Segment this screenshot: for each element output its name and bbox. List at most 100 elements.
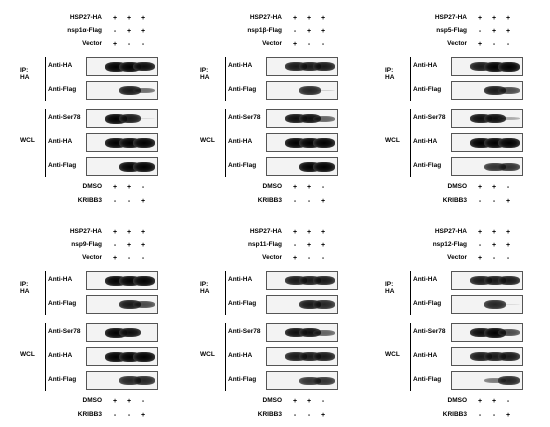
condition-mark: + [126,14,132,22]
ip-bracket [225,271,226,315]
condition-mark: - [307,254,311,262]
condition-mark: + [320,228,326,236]
antibody-label: Anti-HA [228,62,253,69]
blot-band [119,351,141,362]
ip-group-label: IP: HA [20,67,30,82]
antibody-label: Anti-Flag [228,376,257,383]
treatment-mark: - [307,411,311,419]
condition-mark: + [112,14,118,22]
blot-band [133,301,155,308]
wcl-bracket [45,109,46,177]
blot-band [119,137,141,148]
blot-band [285,276,307,285]
condition-mark: + [505,241,511,249]
blot-band [498,87,520,94]
condition-mark: - [113,241,117,249]
blot-band [470,137,492,148]
condition-mark: + [306,27,312,35]
treatment-mark: - [321,397,325,405]
blot-strip [451,157,523,176]
condition-mark: + [320,14,326,22]
blot-band [105,351,127,362]
ip-group-label: IP: HA [200,281,210,296]
blot-band [133,275,155,286]
treatment-label: KRIBB3 [442,411,467,418]
condition-mark: + [126,241,132,249]
antibody-label: Anti-Flag [228,300,257,307]
blot-band [484,137,506,148]
treatment-mark: - [321,183,325,191]
condition-label: nsp12-Flag [432,241,467,248]
wcl-group-label: WCL [385,351,400,358]
condition-mark: + [112,228,118,236]
blot-strip [86,57,158,76]
blot-band [484,378,506,383]
condition-mark: + [477,254,483,262]
condition-label: HSP27-HA [249,228,282,235]
blot-band [484,327,506,338]
blot-strip [451,133,523,152]
blot-band [119,275,141,286]
condition-mark: + [477,228,483,236]
blot-band [484,113,506,124]
condition-label: nsp1β-Flag [247,27,282,34]
blot-band [105,137,127,148]
condition-label: Vector [447,254,467,261]
blot-band [119,86,141,95]
blot-band [285,113,307,124]
treatment-label: KRIBB3 [442,197,467,204]
condition-mark: + [126,27,132,35]
antibody-label: Anti-Ser78 [48,328,81,335]
condition-label: Vector [447,40,467,47]
condition-label: HSP27-HA [69,228,102,235]
treatment-mark: + [126,397,132,405]
ip-group-label: IP: HA [20,281,30,296]
condition-mark: - [506,254,510,262]
antibody-label: Anti-HA [48,138,73,145]
treatment-mark: - [492,411,496,419]
blot-band [498,304,520,305]
treatment-mark: - [127,197,131,205]
treatment-label: DMSO [82,183,103,190]
blot-strip [451,295,523,314]
treatment-mark: - [492,197,496,205]
antibody-label: Anti-Ser78 [413,328,446,335]
condition-label: nsp5-Flag [436,27,467,34]
blot-strip [451,81,523,100]
treatment-mark: - [113,411,117,419]
condition-label: nsp11-Flag [248,241,282,248]
treatment-label: KRIBB3 [77,197,102,204]
blot-band [484,61,506,72]
blot-strip [86,323,158,342]
blot-band [313,137,335,148]
ip-group-label: IP: HA [385,281,395,296]
antibody-label: Anti-Flag [48,86,77,93]
condition-mark: - [492,40,496,48]
blot-strip [86,81,158,100]
treatment-mark: + [292,397,298,405]
blot-band [299,161,321,172]
ip-bracket [45,271,46,315]
antibody-label: Anti-HA [48,276,73,283]
blot-band [313,329,335,336]
condition-mark: + [292,228,298,236]
treatment-label: KRIBB3 [257,411,282,418]
blot-band [313,115,335,122]
blot-strip [266,371,338,390]
wcl-bracket [225,323,226,391]
blot-strip [266,271,338,290]
blot-band [119,376,141,385]
treatment-mark: + [112,397,118,405]
blot-strip [451,57,523,76]
antibody-label: Anti-Flag [48,300,77,307]
blot-band [105,61,127,72]
blot-band [498,329,520,336]
wcl-bracket [410,109,411,177]
treatment-label: KRIBB3 [77,411,102,418]
treatment-label: DMSO [262,183,283,190]
blot-strip [451,323,523,342]
blot-strip [86,371,158,390]
antibody-label: Anti-Flag [48,376,77,383]
condition-mark: + [112,254,118,262]
blot-band [133,161,155,172]
